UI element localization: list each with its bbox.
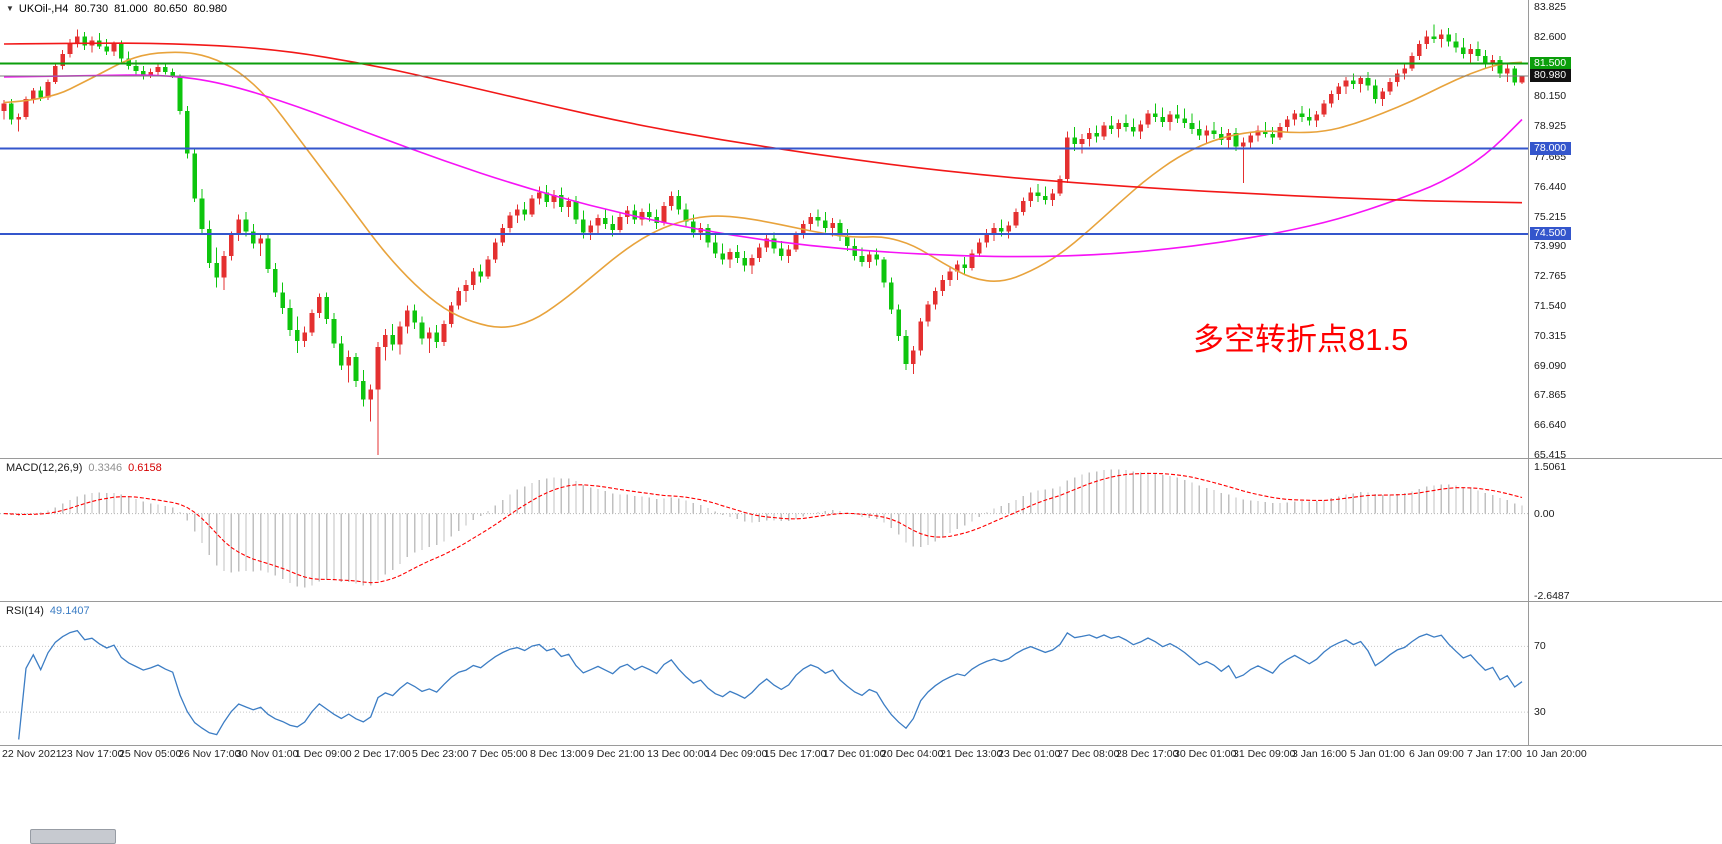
scale-label: 70.315 xyxy=(1534,329,1567,342)
symbol-timeframe: UKOil-,H4 xyxy=(18,3,69,15)
panel-separator[interactable] xyxy=(0,601,1722,602)
time-label: 23 Dec 01:00 xyxy=(998,748,1061,760)
rsi-level-label: 70 xyxy=(1534,640,1546,653)
time-label: 23 Nov 17:00 xyxy=(61,748,124,760)
time-label: 25 Nov 05:00 xyxy=(119,748,182,760)
current-price-badge: 80.980 xyxy=(1530,69,1572,83)
scale-label: 72.765 xyxy=(1534,270,1567,283)
time-label: 2 Dec 17:00 xyxy=(354,748,411,760)
time-label: 5 Jan 01:00 xyxy=(1350,748,1405,760)
time-label: 30 Dec 01:00 xyxy=(1174,748,1237,760)
ma-mid-line xyxy=(3,74,1523,258)
scale-label: 82.600 xyxy=(1534,30,1567,43)
ohlc-low: 80.650 xyxy=(153,3,188,15)
scale-label: 71.540 xyxy=(1534,299,1567,312)
ohlc-high: 81.000 xyxy=(114,3,148,15)
time-label: 21 Dec 13:00 xyxy=(940,748,1003,760)
panel-separator xyxy=(0,745,1722,746)
price-chart-panel[interactable]: ▼ UKOil-,H4 80.730 81.000 80.650 80.980 多空转折点… xyxy=(0,0,1722,458)
rsi-value: 49.1407 xyxy=(49,605,90,617)
scale-label: 73.990 xyxy=(1534,240,1567,253)
time-label: 8 Dec 13:00 xyxy=(530,748,587,760)
macd-panel[interactable]: MACD(12,26,9) 0.3346 0.6158 xyxy=(0,459,1722,601)
annotation-text: 多空转折点81.5 xyxy=(1193,322,1409,357)
price-plot xyxy=(0,24,1528,455)
price-scale[interactable]: 83.82582.60081.37580.15078.92577.66576.4… xyxy=(1529,0,1722,762)
rsi-name: RSI(14) xyxy=(6,605,44,617)
scale-label: 65.415 xyxy=(1534,449,1567,461)
scrollbar-thumb[interactable] xyxy=(30,829,116,844)
ohlc-close: 80.980 xyxy=(193,3,228,15)
scale-label: 69.090 xyxy=(1534,359,1567,372)
time-label: 14 Dec 09:00 xyxy=(705,748,768,760)
bottom-scrollbar xyxy=(0,828,1722,844)
macd-value-signal: 0.6158 xyxy=(128,462,162,474)
rsi-level-label: 30 xyxy=(1534,706,1546,719)
ma-slow-line xyxy=(3,42,1523,204)
time-label: 15 Dec 17:00 xyxy=(764,748,827,760)
hline-price-badge: 81.500 xyxy=(1530,56,1572,70)
hline-price-badge: 78.000 xyxy=(1530,141,1572,155)
macd-name: MACD(12,26,9) xyxy=(6,462,83,474)
time-label: 26 Nov 17:00 xyxy=(178,748,241,760)
rsi-plot xyxy=(0,629,1528,740)
time-label: 22 Nov 2021 xyxy=(2,748,62,760)
scale-label: 76.440 xyxy=(1534,180,1567,193)
rsi-label: RSI(14) 49.1407 xyxy=(6,605,90,617)
ma-fast-line xyxy=(3,51,1523,328)
scale-label: 83.825 xyxy=(1534,0,1567,13)
time-label: 9 Dec 21:00 xyxy=(588,748,645,760)
time-label: 1 Dec 09:00 xyxy=(295,748,352,760)
time-label: 28 Dec 17:00 xyxy=(1116,748,1179,760)
time-label: 30 Nov 01:00 xyxy=(236,748,299,760)
scale-label: 75.215 xyxy=(1534,210,1567,223)
macd-value-main: 0.3346 xyxy=(88,462,123,474)
time-label: 3 Jan 16:00 xyxy=(1292,748,1347,760)
ohlc-readout: ▼ UKOil-,H4 80.730 81.000 80.650 80.980 xyxy=(6,3,227,15)
hline-price-badge: 74.500 xyxy=(1530,226,1572,240)
scale-label: 78.925 xyxy=(1534,120,1567,133)
macd-scale-label: -2.6487 xyxy=(1534,590,1570,603)
time-label: 17 Dec 01:00 xyxy=(823,748,886,760)
macd-label: MACD(12,26,9) 0.3346 0.6158 xyxy=(6,462,162,474)
macd-plot xyxy=(0,469,1528,588)
time-scale[interactable]: 22 Nov 2021 23 Nov 17:00 25 Nov 05:00 26 No… xyxy=(0,746,1722,762)
rsi-panel[interactable]: RSI(14) 49.1407 xyxy=(0,602,1722,745)
time-label: 6 Jan 09:00 xyxy=(1409,748,1464,760)
macd-scale-label: 1.5061 xyxy=(1534,460,1567,473)
scale-label: 80.150 xyxy=(1534,90,1567,103)
scale-separator xyxy=(1528,0,1529,746)
scale-label: 66.640 xyxy=(1534,419,1567,432)
panel-separator[interactable] xyxy=(0,458,1722,459)
macd-scale-label: 0.00 xyxy=(1534,507,1555,520)
time-label: 10 Jan 20:00 xyxy=(1526,748,1587,760)
symbol-marker-icon: ▼ xyxy=(6,4,14,13)
scale-label: 67.865 xyxy=(1534,389,1567,402)
time-label: 13 Dec 00:00 xyxy=(647,748,710,760)
ohlc-open: 80.730 xyxy=(74,3,109,15)
time-label: 31 Dec 09:00 xyxy=(1233,748,1296,760)
time-label: 5 Dec 23:00 xyxy=(412,748,469,760)
time-label: 7 Jan 17:00 xyxy=(1467,748,1522,760)
time-label: 27 Dec 08:00 xyxy=(1057,748,1120,760)
time-label: 20 Dec 04:00 xyxy=(881,748,944,760)
time-label: 7 Dec 05:00 xyxy=(471,748,528,760)
